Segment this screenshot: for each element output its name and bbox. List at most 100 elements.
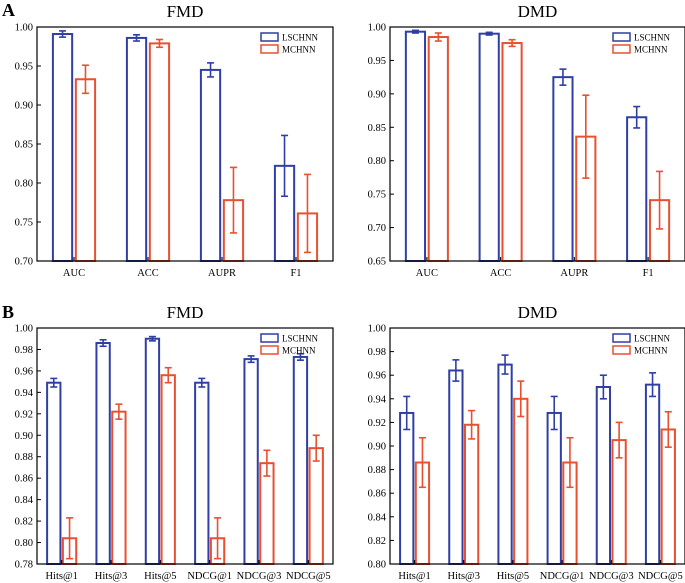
chart-a-dmd: DMD 0.65 0.70 0.75 0.80 0.85 0.90 0.95 1.00 AUC AC…: [368, 2, 685, 279]
legend-label-lschnn: LSCHNN: [634, 334, 671, 344]
bar-lschnn-aupr: [199, 68, 222, 263]
x-tick-label: F1: [290, 268, 301, 279]
legend: LSCHNN MCHNN: [260, 333, 319, 356]
y-tick-label: 0.70: [15, 257, 33, 268]
bar-lschnn-hits-3: [448, 369, 464, 566]
legend-swatch-mchnn: [260, 345, 279, 355]
chart-b-fmd: FMD 0.78 0.80 0.82 0.84 0.86 0.88 0.90 0.92 0.94 0…: [15, 303, 334, 582]
y-tick-label: 0.85: [368, 123, 386, 134]
x-tick-label: Hits@5: [144, 571, 176, 582]
y-tick-label: 0.92: [15, 409, 33, 420]
plot-frame: [389, 26, 685, 262]
bar-lschnn-ndcg-5: [644, 383, 661, 566]
bar-mchnn-acc: [501, 42, 523, 262]
y-tick-label: 0.92: [368, 418, 386, 429]
legend-swatch-mchnn: [612, 44, 631, 54]
chart-title: DMD: [518, 303, 558, 322]
bar-lschnn-auc: [404, 30, 427, 263]
chart-a-fmd: FMD 0.70 0.75 0.80 0.85 0.90 0.95 1.00 AUC ACC AUP…: [15, 2, 334, 279]
legend-label-lschnn: LSCHNN: [634, 33, 671, 43]
legend-label-mchnn: MCHNN: [634, 346, 668, 356]
y-tick-label: 0.82: [15, 517, 33, 528]
y-tick-label: 0.85: [15, 140, 33, 151]
legend-label-lschnn: LSCHNN: [282, 33, 319, 43]
x-tick-label: AUPR: [560, 268, 588, 279]
panel-label-a: A: [2, 0, 15, 20]
bar-mchnn-hits-3: [111, 410, 127, 565]
y-tick-label: 0.80: [15, 538, 33, 549]
chart-title: FMD: [167, 2, 204, 21]
y-tick-label: 0.70: [368, 223, 386, 234]
y-tick-label: 0.90: [15, 101, 33, 112]
x-tick-label: Hits@3: [95, 571, 127, 582]
bar-mchnn-ndcg-3: [611, 439, 627, 566]
bar-lschnn-acc: [125, 36, 148, 262]
y-tick-label: 0.75: [368, 190, 386, 201]
bar-lschnn-hits-5: [497, 363, 513, 565]
bar-lschnn-f1: [626, 116, 648, 262]
x-tick-label: AUC: [416, 268, 438, 279]
y-tick-label: 1.00: [15, 23, 33, 34]
y-tick-label: 0.96: [15, 366, 33, 377]
y-tick-label: 0.84: [368, 512, 387, 523]
y-tick-label: 1.00: [368, 324, 386, 335]
y-tick-label: 0.88: [368, 465, 386, 476]
legend-swatch-lschnn: [260, 333, 279, 343]
y-tick-label: 0.95: [368, 56, 386, 67]
x-tick-label: ACC: [490, 268, 512, 279]
bar-lschnn-ndcg-1: [546, 411, 562, 565]
y-tick-label: 0.95: [15, 62, 33, 73]
legend-label-mchnn: MCHNN: [634, 45, 668, 55]
y-tick-label: 0.90: [15, 431, 33, 442]
bar-lschnn-hits-5: [144, 337, 161, 565]
legend-swatch-lschnn: [260, 32, 279, 42]
x-tick-label: Hits@3: [448, 571, 480, 582]
bar-lschnn-ndcg-3: [595, 386, 612, 565]
x-tick-label: ACC: [137, 268, 159, 279]
y-tick-label: 0.86: [368, 489, 386, 500]
y-tick-label: 0.98: [368, 347, 386, 358]
y-tick-label: 0.96: [368, 371, 386, 382]
x-tick-label: AUPR: [208, 268, 236, 279]
legend-label-lschnn: LSCHNN: [282, 334, 319, 344]
y-tick-label: 0.86: [15, 474, 33, 485]
legend: LSCHNN MCHNN: [612, 32, 671, 55]
bar-lschnn-hits-1: [46, 381, 62, 565]
legend-swatch-lschnn: [612, 32, 631, 42]
y-tick-label: 0.80: [15, 179, 33, 190]
legend: LSCHNN MCHNN: [260, 32, 319, 55]
bar-lschnn-ndcg-5: [292, 355, 309, 565]
bar-mchnn-hits-5: [160, 374, 176, 566]
legend-label-mchnn: MCHNN: [282, 346, 316, 356]
bar-mchnn-ndcg-5: [660, 428, 676, 566]
y-tick-label: 0.90: [368, 89, 386, 100]
y-tick-label: 0.82: [368, 536, 386, 547]
bar-lschnn-hits-3: [95, 342, 111, 565]
panel-label-b: B: [2, 302, 14, 322]
legend-swatch-mchnn: [612, 345, 631, 355]
bar-lschnn-hits-1: [399, 411, 415, 565]
chart-b-dmd: DMD 0.80 0.82 0.84 0.86 0.88 0.90 0.92 0.94 0.96 0…: [368, 303, 685, 582]
y-tick-label: 0.80: [368, 560, 386, 571]
bar-mchnn-hits-5: [513, 397, 529, 565]
legend-label-mchnn: MCHNN: [282, 45, 316, 55]
x-tick-label: NDCG@5: [638, 571, 683, 582]
legend: LSCHNN MCHNN: [612, 333, 671, 356]
legend-swatch-lschnn: [612, 333, 631, 343]
x-tick-label: NDCG@1: [540, 571, 585, 582]
x-tick-label: Hits@5: [497, 571, 529, 582]
bar-lschnn-ndcg-1: [194, 381, 210, 565]
bar-mchnn-hits-3: [463, 423, 480, 566]
y-tick-label: 1.00: [15, 324, 33, 335]
y-tick-label: 0.98: [15, 345, 33, 356]
y-tick-label: 0.84: [15, 495, 34, 506]
x-tick-label: AUC: [63, 268, 85, 279]
x-tick-label: NDCG@1: [187, 571, 232, 582]
x-tick-label: NDCG@3: [237, 571, 282, 582]
bar-lschnn-acc: [478, 32, 500, 262]
x-tick-label: Hits@1: [398, 571, 430, 582]
bar-lschnn-auc: [51, 33, 74, 262]
bar-mchnn-auc: [74, 78, 97, 263]
bar-lschnn-aupr: [552, 76, 574, 263]
